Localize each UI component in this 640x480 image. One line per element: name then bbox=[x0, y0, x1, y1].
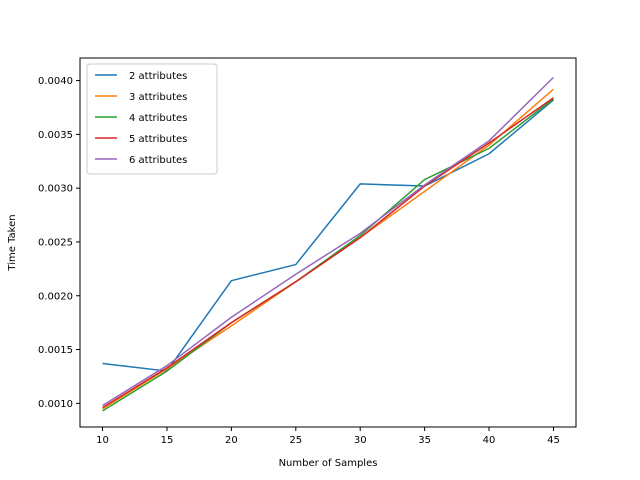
legend-entry-label: 4 attributes bbox=[129, 113, 187, 124]
y-axis-ticks: 0.0010 0.0015 0.0020 0.0025 0.0030 0.0035 0.00… bbox=[38, 76, 80, 410]
x-axis-label: Number of Samples bbox=[279, 458, 378, 469]
series-line-1 bbox=[102, 99, 554, 372]
x-tick-label: 35 bbox=[418, 435, 431, 446]
x-tick-label: 25 bbox=[289, 435, 302, 446]
x-tick-label: 30 bbox=[354, 435, 367, 446]
y-tick-label: 0.0025 bbox=[38, 237, 73, 248]
x-tick-label: 10 bbox=[96, 435, 109, 446]
y-tick-label: 0.0030 bbox=[38, 184, 73, 195]
legend-entry-label: 2 attributes bbox=[129, 71, 187, 82]
y-tick-label: 0.0015 bbox=[38, 345, 73, 356]
x-tick-label: 45 bbox=[547, 435, 560, 446]
legend-box bbox=[86, 63, 218, 175]
series-lines bbox=[102, 76, 554, 412]
legend-entry-label: 5 attributes bbox=[129, 134, 187, 145]
x-axis-ticks: 10 15 20 25 30 35 40 45 bbox=[96, 427, 560, 446]
x-tick-label: 15 bbox=[161, 435, 174, 446]
y-axis-label: Time Taken bbox=[7, 214, 18, 271]
y-tick-label: 0.0040 bbox=[38, 76, 73, 87]
y-tick-label: 0.0020 bbox=[38, 291, 73, 302]
series-line-3 bbox=[102, 98, 554, 412]
x-tick-label: 40 bbox=[483, 435, 496, 446]
plot-area-frame bbox=[79, 57, 577, 428]
legend-entry-label: 6 attributes bbox=[129, 155, 187, 166]
y-tick-label: 0.0010 bbox=[38, 399, 73, 410]
series-line-5 bbox=[102, 76, 554, 407]
series-line-4 bbox=[102, 97, 554, 409]
legend-entry-label: 3 attributes bbox=[129, 92, 187, 103]
y-tick-label: 0.0035 bbox=[38, 130, 73, 141]
legend: 2 attributes 3 attributes 4 attributes 5 at… bbox=[86, 63, 218, 175]
x-tick-label: 20 bbox=[225, 435, 238, 446]
